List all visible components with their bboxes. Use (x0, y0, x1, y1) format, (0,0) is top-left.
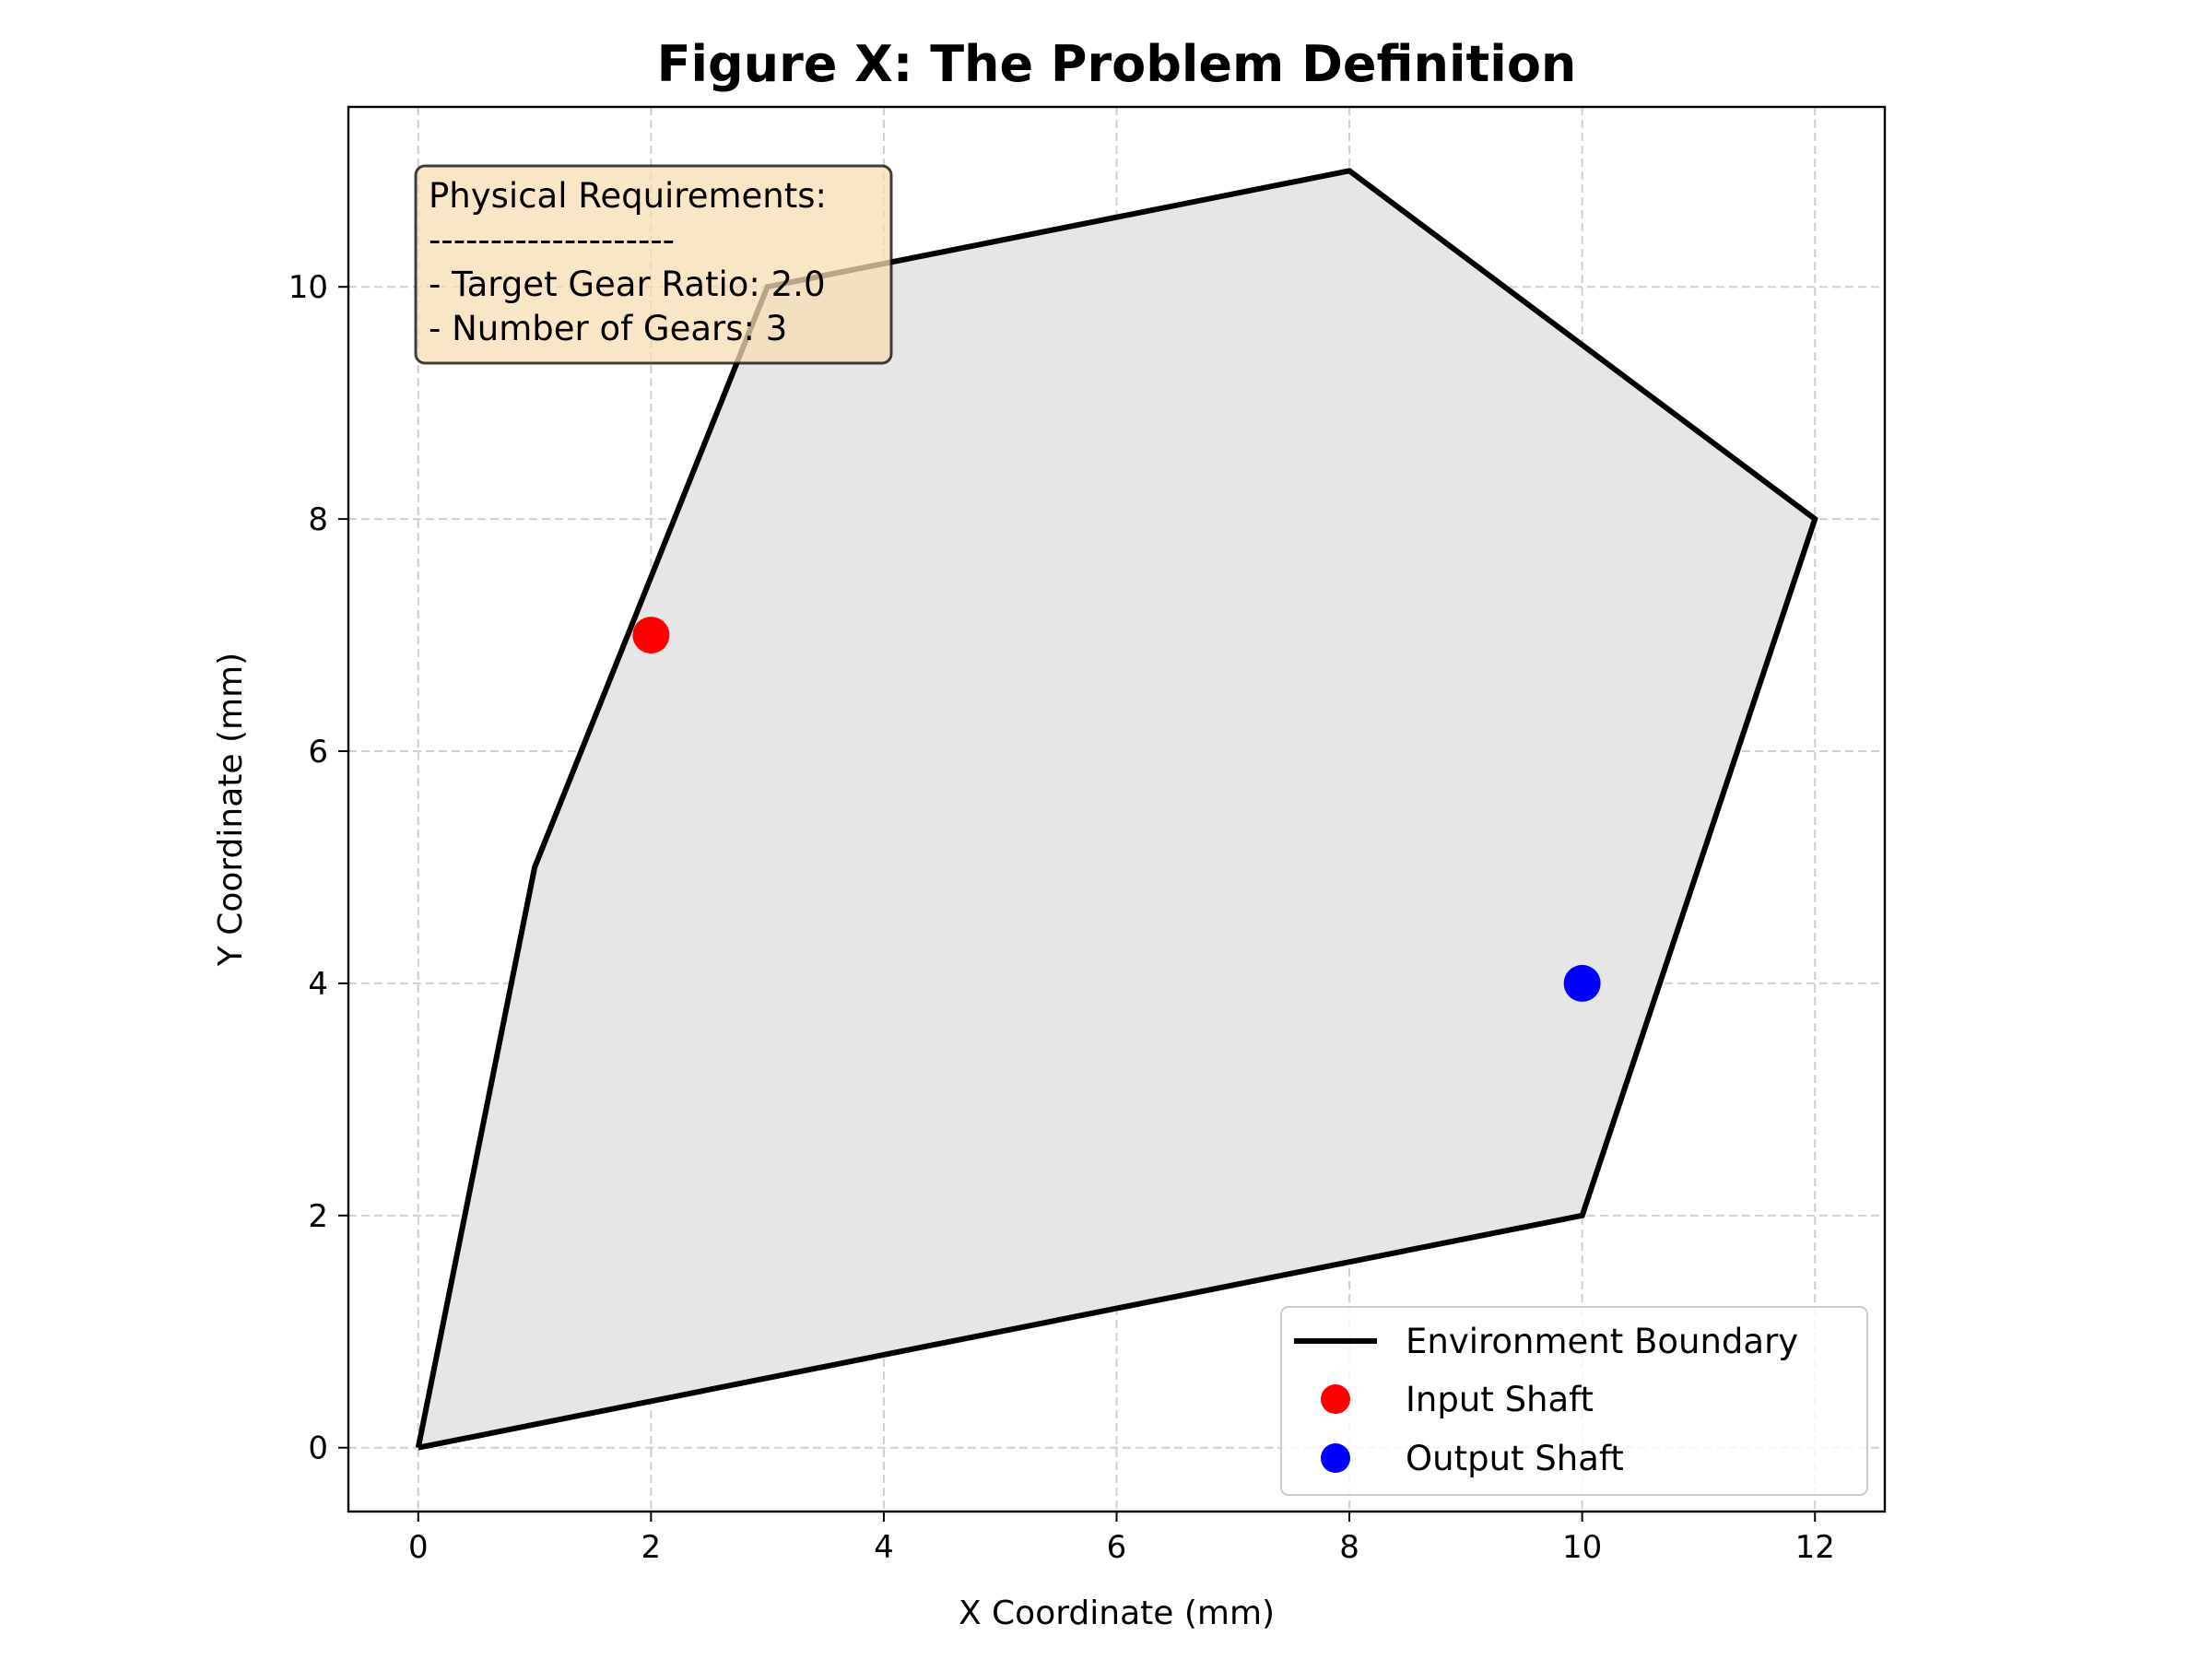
legend: Environment Boundary Input Shaft Output … (1280, 1306, 1868, 1496)
chart-title: Figure X: The Problem Definition (657, 35, 1577, 93)
x-tick-label: 10 (1562, 1529, 1602, 1566)
x-tick-label: 12 (1795, 1529, 1835, 1566)
annotation-line: Physical Requirements: (429, 176, 827, 216)
x-tick-label: 2 (641, 1529, 662, 1566)
y-tick-label: 10 (288, 269, 328, 306)
y-tick-label: 0 (308, 1430, 328, 1467)
ticks: 0 2 4 6 8 10 12 0 2 4 6 8 10 (288, 269, 1835, 1566)
annotation-background (414, 164, 893, 365)
legend-marker-input-shaft (1321, 1384, 1350, 1414)
y-axis-label: Y Coordinate (mm) (212, 653, 250, 967)
boundary-fill (418, 171, 1816, 1448)
y-tick-label: 8 (308, 501, 328, 538)
x-tick-label: 0 (408, 1529, 429, 1566)
points-layer (632, 617, 1601, 1002)
legend-label: Environment Boundary (1406, 1322, 1798, 1361)
legend-frame (1280, 1306, 1868, 1496)
y-tick-label: 4 (308, 966, 328, 1003)
annotation-line: - Target Gear Ratio: 2.0 (429, 265, 826, 304)
annotation-line: -------------------- (429, 220, 675, 260)
legend-label: Input Shaft (1406, 1380, 1594, 1419)
point-output-shaft (1563, 964, 1601, 1002)
legend-marker-output-shaft (1321, 1443, 1350, 1473)
x-tick-label: 6 (1107, 1529, 1127, 1566)
x-tick-label: 8 (1339, 1529, 1359, 1566)
y-tick-label: 2 (308, 1198, 328, 1235)
legend-label: Output Shaft (1406, 1439, 1624, 1478)
x-tick-label: 4 (874, 1529, 894, 1566)
annotation-box: Physical Requirements: -----------------… (414, 164, 893, 365)
annotation-line: - Number of Gears: 3 (429, 309, 787, 348)
boundary-layer (415, 168, 1818, 1451)
point-input-shaft (632, 617, 670, 654)
x-axis-label: X Coordinate (mm) (959, 1594, 1275, 1632)
boundary-line (415, 168, 1818, 1451)
y-tick-label: 6 (308, 734, 328, 771)
